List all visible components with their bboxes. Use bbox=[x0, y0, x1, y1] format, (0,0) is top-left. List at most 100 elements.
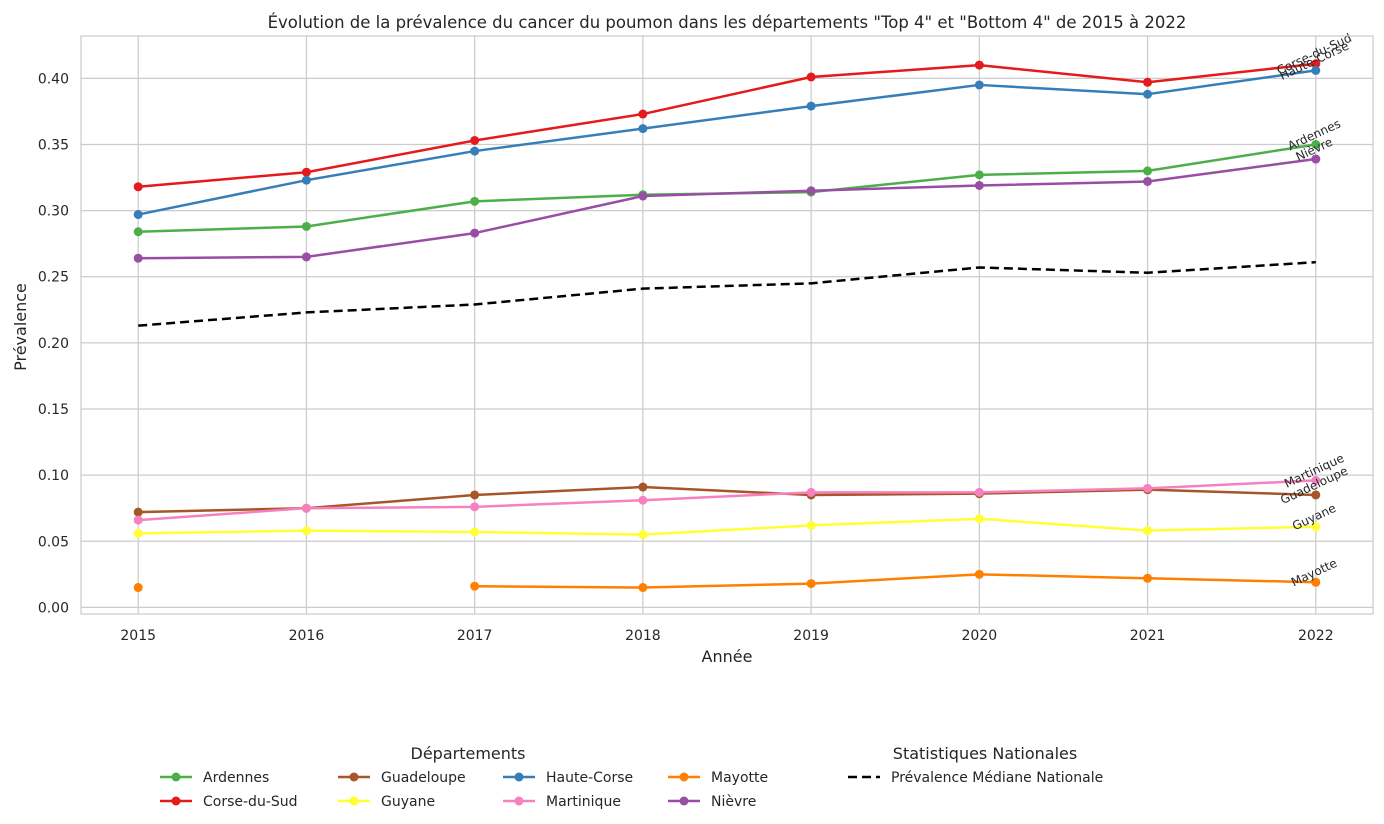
data-point bbox=[133, 227, 143, 237]
x-tick-label: 2019 bbox=[793, 628, 829, 644]
data-point bbox=[1143, 483, 1153, 493]
data-point bbox=[638, 124, 648, 134]
x-axis-title: Année bbox=[702, 647, 753, 666]
legend-item-prevalence-mediane-nationale: Prévalence Médiane Nationale bbox=[848, 770, 1103, 786]
series-ardennes bbox=[133, 139, 1321, 237]
legend-label: Corse-du-Sud bbox=[203, 794, 298, 810]
y-tick-label: 0.30 bbox=[38, 204, 69, 220]
series-line-prevalence-mediane-nationale bbox=[138, 260, 1316, 327]
legend-item-guyane: Guyane bbox=[338, 794, 435, 810]
data-point bbox=[1311, 154, 1321, 164]
legend-title-national: Statistiques Nationales bbox=[893, 744, 1077, 763]
data-point bbox=[133, 507, 143, 517]
data-point bbox=[470, 135, 480, 145]
data-point bbox=[133, 182, 143, 192]
data-point bbox=[806, 520, 816, 530]
series-lines bbox=[133, 59, 1321, 593]
data-point bbox=[470, 196, 480, 206]
legend-swatch-marker bbox=[171, 796, 181, 806]
x-tick-label: 2015 bbox=[120, 628, 156, 644]
data-point bbox=[301, 503, 311, 513]
y-tick-label: 0.00 bbox=[38, 600, 69, 616]
data-point bbox=[133, 210, 143, 220]
y-tick-label: 0.40 bbox=[38, 71, 69, 87]
data-point bbox=[1143, 166, 1153, 176]
y-tick-label: 0.10 bbox=[38, 468, 69, 484]
data-point bbox=[974, 80, 984, 90]
legend-label: Guadeloupe bbox=[381, 770, 466, 786]
data-point bbox=[806, 186, 816, 196]
series-line bbox=[138, 157, 1316, 260]
y-axis-title: Prévalence bbox=[11, 283, 30, 371]
data-point bbox=[470, 502, 480, 512]
x-tick-label: 2016 bbox=[289, 628, 325, 644]
x-tick-label: 2017 bbox=[457, 628, 493, 644]
data-point bbox=[301, 252, 311, 262]
data-point bbox=[1311, 59, 1321, 69]
data-point bbox=[638, 530, 648, 540]
data-point bbox=[1143, 77, 1153, 87]
data-point bbox=[1143, 526, 1153, 536]
end-labels: Corse-du-SudHaute-CorseArdennesNièvreMar… bbox=[1274, 31, 1353, 590]
y-tick-label: 0.05 bbox=[38, 534, 69, 550]
legend-title-departments: Départements bbox=[411, 744, 526, 763]
series-haute-corse bbox=[133, 65, 1321, 220]
y-tick-label: 0.20 bbox=[38, 336, 69, 352]
data-point bbox=[1311, 522, 1321, 532]
data-point bbox=[1311, 577, 1321, 587]
data-point bbox=[1311, 65, 1321, 75]
legend-item-haute-corse: Haute-Corse bbox=[503, 770, 633, 786]
data-point bbox=[974, 180, 984, 190]
legend-swatch-marker bbox=[679, 796, 689, 806]
data-point bbox=[133, 583, 143, 593]
data-point bbox=[301, 221, 311, 231]
legend-swatch-marker bbox=[514, 796, 524, 806]
legend-item-nievre: Nièvre bbox=[668, 794, 756, 810]
legend-swatch-marker bbox=[349, 796, 359, 806]
chart-title: Évolution de la prévalence du cancer du … bbox=[268, 13, 1187, 32]
data-point bbox=[1143, 573, 1153, 583]
series-line bbox=[474, 573, 1316, 589]
data-point bbox=[974, 514, 984, 524]
y-tick-label: 0.35 bbox=[38, 137, 69, 153]
data-point bbox=[806, 101, 816, 111]
data-point bbox=[301, 167, 311, 177]
legend-swatch-marker bbox=[171, 772, 181, 782]
legend-item-guadeloupe: Guadeloupe bbox=[338, 770, 466, 786]
y-tick-label: 0.15 bbox=[38, 402, 69, 418]
legend-item-ardennes: Ardennes bbox=[160, 770, 269, 786]
data-point bbox=[806, 579, 816, 589]
series-line bbox=[138, 485, 1316, 514]
series-corse-du-sud bbox=[133, 59, 1321, 192]
x-tick-label: 2020 bbox=[962, 628, 998, 644]
data-point bbox=[470, 490, 480, 500]
legend-label: Martinique bbox=[546, 794, 621, 810]
data-point bbox=[470, 146, 480, 156]
series-nievre bbox=[133, 154, 1321, 263]
data-point bbox=[301, 175, 311, 185]
data-point bbox=[133, 253, 143, 263]
legend-label: Ardennes bbox=[203, 770, 269, 786]
axis-ticks: 0.00 0.05 0.10 0.15 0.20 0.25 0.30 0.35 0.40 2015… bbox=[38, 71, 1334, 644]
data-point bbox=[638, 583, 648, 593]
legend-item-corse-du-sud: Corse-du-Sud bbox=[160, 794, 298, 810]
series-line bbox=[138, 479, 1316, 522]
grid-lines bbox=[81, 36, 1373, 614]
x-tick-label: 2018 bbox=[625, 628, 661, 644]
legend-swatch-marker bbox=[349, 772, 359, 782]
data-point bbox=[133, 528, 143, 538]
legend-label: Prévalence Médiane Nationale bbox=[891, 770, 1103, 786]
x-tick-label: 2022 bbox=[1298, 628, 1334, 644]
legend: Départements Statistiques Nationales Ard… bbox=[160, 744, 1103, 810]
data-point bbox=[470, 228, 480, 238]
series-line bbox=[138, 517, 1316, 536]
data-point bbox=[1311, 475, 1321, 485]
data-point bbox=[1143, 89, 1153, 99]
data-point bbox=[1311, 139, 1321, 149]
data-point bbox=[806, 487, 816, 497]
legend-label: Mayotte bbox=[711, 770, 768, 786]
data-point bbox=[1311, 490, 1321, 500]
legend-item-martinique: Martinique bbox=[503, 794, 621, 810]
